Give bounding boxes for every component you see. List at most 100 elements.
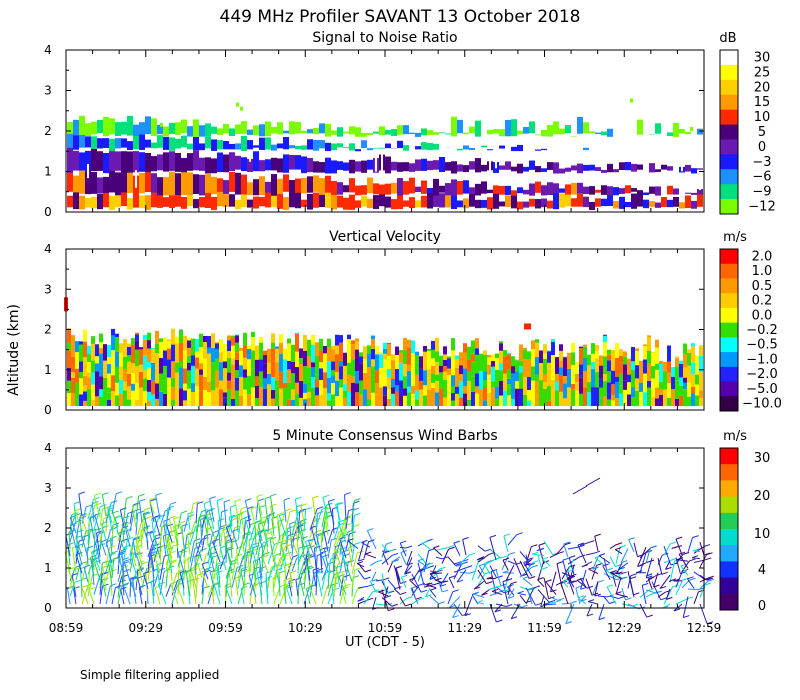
- wind-barb-staff: [448, 577, 455, 589]
- wind-barb-flag: [368, 583, 375, 587]
- velocity-cell: [535, 381, 539, 395]
- snr-cell: [475, 158, 481, 173]
- velocity-cell: [615, 381, 619, 399]
- velocity-cell: [515, 381, 519, 389]
- wind-barb-flag: [683, 615, 690, 619]
- velocity-cell: [367, 367, 371, 381]
- velocity-cell: [355, 383, 359, 393]
- snr-cell: [259, 196, 265, 207]
- snr-cell: [157, 190, 163, 208]
- wind-barb-flag: [670, 558, 677, 562]
- x-tick-label: 09:29: [128, 621, 163, 635]
- wind-barb-flag: [299, 508, 307, 512]
- velocity-cell: [367, 380, 371, 400]
- wind-barb-staff: [682, 596, 689, 618]
- velocity-cell: [647, 336, 651, 351]
- wind-barb-staff: [288, 581, 293, 597]
- wind-barb-flag: [187, 511, 195, 515]
- wind-barb-staff: [93, 506, 101, 530]
- velocity-cell: [523, 394, 527, 406]
- velocity-cell: [251, 337, 255, 351]
- wind-barb-staff: [489, 565, 498, 579]
- snr-cell: [607, 128, 613, 137]
- wind-barb-flag: [88, 587, 96, 591]
- velocity-cell: [67, 367, 71, 381]
- wind-barb-staff: [94, 514, 101, 534]
- wind-barb-flag: [245, 518, 252, 522]
- velocity-cell: [463, 352, 467, 369]
- velocity-cell: [591, 369, 595, 388]
- wind-barb-flag: [305, 538, 312, 542]
- velocity-cell: [239, 350, 243, 366]
- velocity-cell: [571, 383, 575, 390]
- wind-barb-flag: [531, 544, 538, 548]
- snr-cell: [655, 186, 661, 196]
- velocity-cell: [571, 389, 575, 406]
- velocity-cell: [535, 394, 539, 406]
- wind-barb-staff: [117, 525, 124, 542]
- wind-barb-staff: [404, 565, 413, 575]
- colorbar-label: −5.0: [746, 382, 778, 397]
- wind-barb-flag: [448, 575, 456, 579]
- wind-barb-staff: [271, 518, 275, 536]
- wind-barb-flag: [568, 580, 576, 584]
- velocity-cell: [403, 357, 407, 364]
- wind-barb-flag: [81, 584, 88, 588]
- velocity-cell: [139, 364, 143, 372]
- velocity-cell: [503, 390, 507, 406]
- snr-cell: [331, 180, 337, 196]
- wind-barb-flag: [193, 501, 200, 505]
- velocity-cell: [323, 388, 327, 406]
- wind-barb-flag: [615, 547, 622, 551]
- wind-barb-staff: [111, 558, 115, 579]
- wind-barb-flag: [382, 550, 390, 554]
- snr-cell: [451, 179, 457, 196]
- velocity-cell: [635, 348, 639, 352]
- velocity-cell: [319, 380, 323, 395]
- wind-barb-flag: [326, 510, 333, 514]
- wind-barb-staff: [102, 567, 107, 591]
- wind-barb-staff: [297, 548, 300, 574]
- wind-barb-flag: [167, 505, 174, 509]
- snr-gap: [489, 153, 491, 173]
- velocity-cell: [667, 345, 671, 362]
- snr-cell: [163, 197, 169, 207]
- wind-barb-flag: [625, 597, 632, 601]
- velocity-cell: [427, 348, 431, 352]
- snr-cell: [121, 138, 127, 148]
- wind-barb-flag: [92, 548, 99, 552]
- velocity-cell: [387, 389, 391, 399]
- wind-barb-staff: [168, 543, 173, 567]
- wind-barb-staff: [170, 583, 179, 605]
- velocity-cell: [635, 390, 639, 406]
- snr-cell: [127, 197, 133, 210]
- velocity-cell: [443, 379, 447, 398]
- snr-gap: [681, 160, 683, 172]
- velocity-cell: [163, 373, 167, 381]
- snr-cell: [637, 192, 643, 207]
- wind-barb-staff: [94, 562, 101, 581]
- wind-barb-staff: [91, 552, 95, 570]
- wind-barb-staff: [257, 531, 263, 548]
- velocity-cell: [619, 393, 623, 406]
- velocity-cell: [683, 353, 687, 368]
- velocity-colorbar-unit: m/s: [723, 230, 747, 245]
- velocity-cell: [147, 361, 151, 368]
- wind-barb-staff: [300, 538, 305, 556]
- velocity-cell: [347, 357, 351, 363]
- wind-barb-flag: [615, 591, 622, 595]
- snr-cell: [259, 124, 265, 137]
- wind-barb-staff: [566, 558, 575, 572]
- snr-cell: [427, 192, 433, 209]
- wind-barb-flag: [417, 597, 425, 601]
- wind-barb-flag: [216, 570, 223, 574]
- wind-barb-flag: [79, 515, 87, 519]
- wind-barb-staff: [680, 565, 689, 576]
- wind-barb-staff: [453, 560, 463, 565]
- snr-cell: [181, 135, 187, 148]
- snr-cell: [625, 162, 631, 171]
- snr-cell: [481, 164, 487, 172]
- velocity-cell: [223, 343, 227, 362]
- snr-cell: [391, 182, 397, 194]
- velocity-cell: [699, 347, 703, 356]
